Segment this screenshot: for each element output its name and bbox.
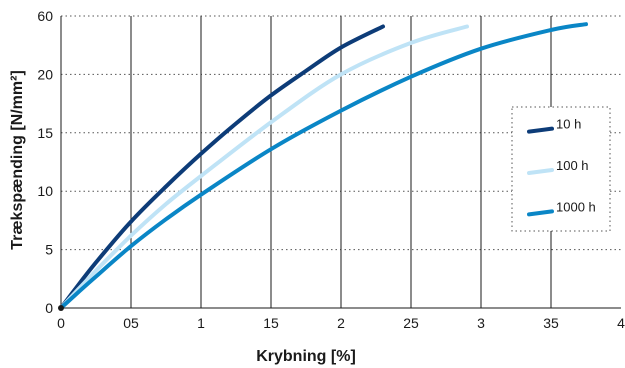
- legend-swatch-2: [527, 168, 554, 175]
- x-tick-label: 4: [617, 315, 625, 331]
- legend-label: 10 h: [556, 117, 581, 132]
- legend-label: 100 h: [556, 158, 589, 173]
- x-tick-label: 0: [57, 315, 65, 331]
- series-line-3: [59, 22, 588, 310]
- y-tick-label: 15: [37, 125, 53, 141]
- x-tick-label: 3: [477, 315, 485, 331]
- x-tick-label: 05: [123, 315, 139, 331]
- series-line-2: [59, 24, 469, 310]
- x-tick-label: 15: [263, 315, 279, 331]
- axes: [60, 16, 621, 309]
- series-line-1: [59, 24, 385, 310]
- y-tick-label: 20: [37, 66, 53, 82]
- y-axis-title: Trækspænding [N/mm²]: [9, 70, 26, 250]
- x-tick-label: 25: [403, 315, 419, 331]
- y-tick-label: 5: [45, 242, 53, 258]
- y-tick-label: 0: [45, 300, 53, 316]
- legend-box: [511, 106, 611, 232]
- legend-swatch-1: [527, 126, 554, 134]
- x-tick-label: 2: [337, 315, 345, 331]
- x-tick-label: 1: [197, 315, 205, 331]
- origin-point: [58, 305, 64, 311]
- legend-label: 1000 h: [556, 199, 596, 214]
- legend-swatch-3: [527, 209, 554, 217]
- legend: 10 h 100 h 1000 h: [511, 106, 611, 232]
- y-tick-label: 10: [37, 183, 53, 199]
- y-tick-label: 60: [37, 8, 53, 24]
- x-tick-label: 35: [543, 315, 559, 331]
- series: [58, 22, 588, 311]
- x-axis-title: Krybning [%]: [256, 348, 356, 365]
